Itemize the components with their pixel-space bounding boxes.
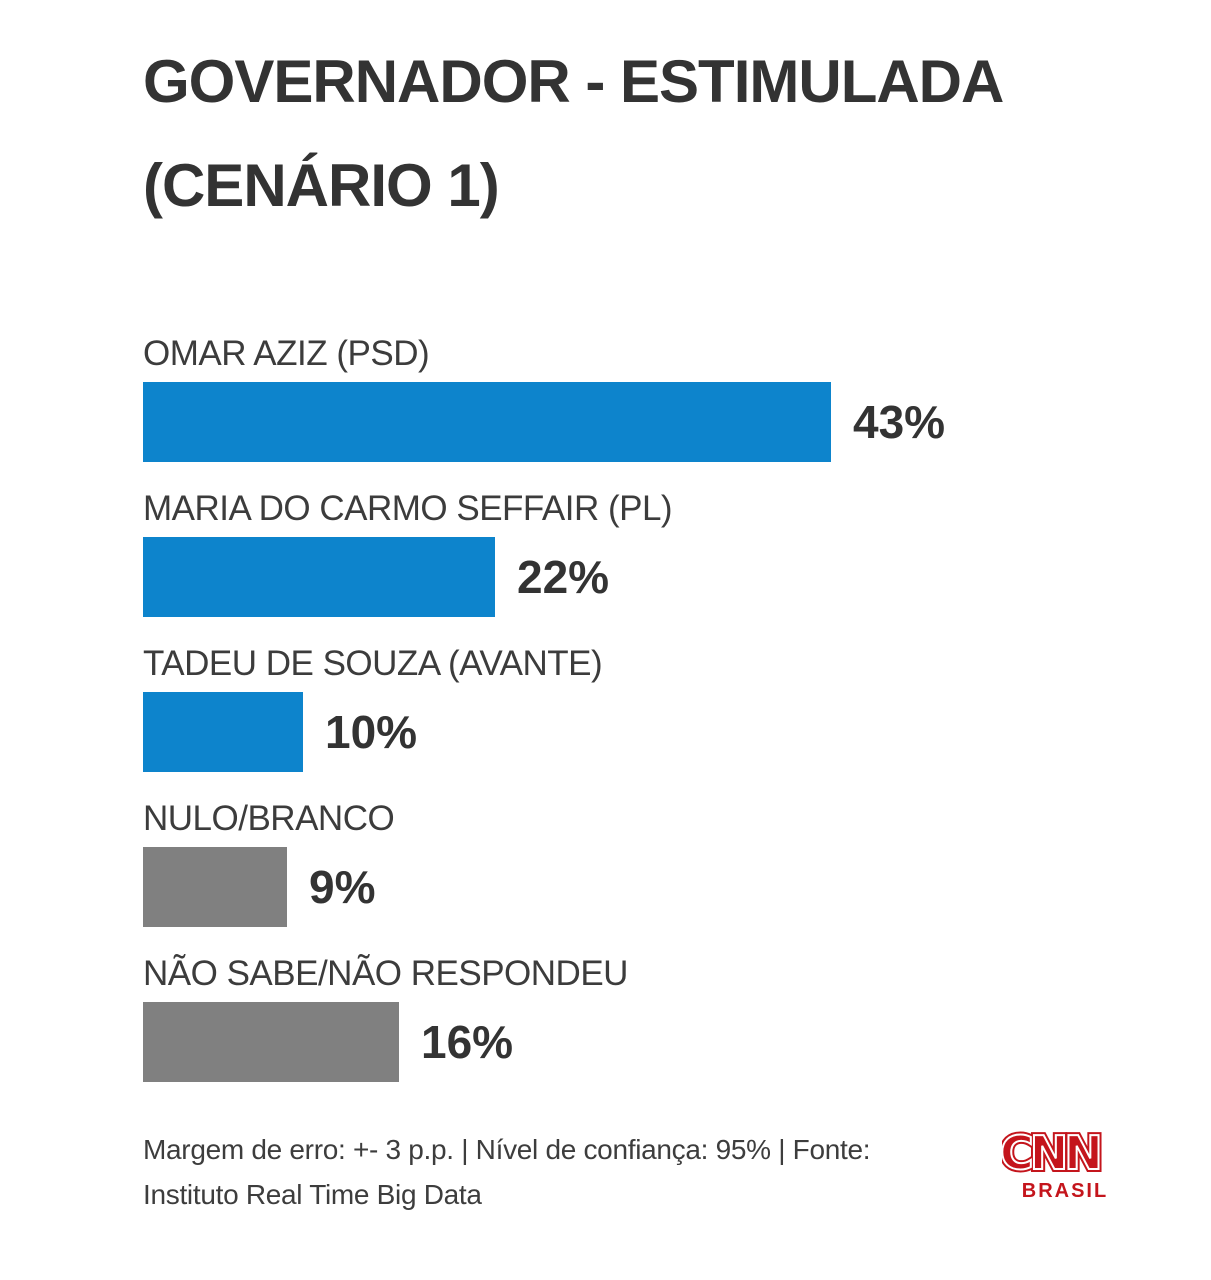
source-note: Margem de erro: +- 3 p.p. | Nível de con… [143,1128,871,1218]
cnn-brasil-logo: CNN CNN BRASIL [999,1122,1131,1203]
bar [143,847,287,927]
footer-line2: Instituto Real Time Big Data [143,1178,482,1210]
bar-value-label: 9% [309,861,376,913]
bar-row: NÃO SABE/NÃO RESPONDEU 16% [143,954,1131,1082]
bar-value-label: 43% [853,396,946,448]
candidate-label: TADEU DE SOUZA (AVANTE) [143,644,603,683]
bar-row: TADEU DE SOUZA (AVANTE) 10% [143,644,1131,772]
cnn-letters-inline: CNN [1002,1126,1099,1178]
bar-row: OMAR AZIZ (PSD) 43% [143,334,1131,462]
cnn-logo-brasil-text: BRASIL [1021,1180,1109,1202]
bar-row: MARIA DO CARMO SEFFAIR (PL) 22% [143,489,1131,617]
footer: Margem de erro: +- 3 p.p. | Nível de con… [143,1123,1131,1218]
bar [143,1002,399,1082]
bar-value-label: 10% [325,706,418,758]
candidate-label: OMAR AZIZ (PSD) [143,334,430,373]
chart-title-line1: GOVERNADOR - ESTIMULADA [143,48,1004,115]
cnn-letters: CNN [1002,1126,1099,1178]
candidate-label: NÃO SABE/NÃO RESPONDEU [143,954,628,993]
candidate-label: MARIA DO CARMO SEFFAIR (PL) [143,489,673,528]
bar-chart: OMAR AZIZ (PSD) 43% MARIA DO CARMO SEFFA… [143,334,1131,1082]
bar-value-label: 16% [421,1016,514,1068]
bar [143,537,495,617]
cnn-logo-icon: CNN CNN [1002,1123,1106,1178]
footer-line1: Margem de erro: +- 3 p.p. | Nível de con… [143,1134,871,1165]
candidate-label: NULO/BRANCO [143,799,395,838]
bar-value-label: 22% [517,551,610,603]
bar [143,692,303,772]
bar-row: NULO/BRANCO 9% [143,799,1131,927]
bar [143,382,831,462]
chart-title: GOVERNADOR - ESTIMULADA (CENÁRIO 1) [143,52,1131,216]
chart-title-line2: (CENÁRIO 1) [143,152,500,219]
